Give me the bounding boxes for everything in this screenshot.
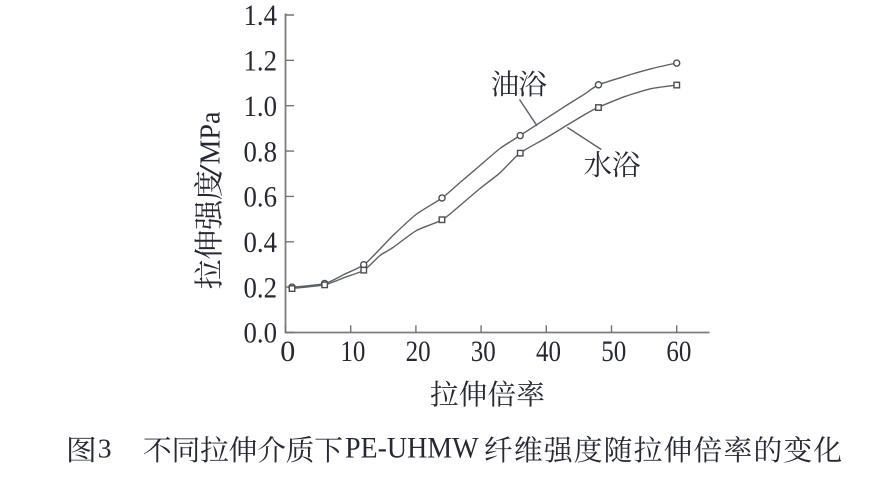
svg-text:0.8: 0.8 xyxy=(244,135,278,168)
svg-text:0.0: 0.0 xyxy=(244,317,278,350)
svg-text:0.2: 0.2 xyxy=(244,271,278,304)
svg-text:10: 10 xyxy=(340,335,365,368)
svg-text:0: 0 xyxy=(280,335,295,368)
svg-text:PE-UHMW: PE-UHMW xyxy=(345,431,479,464)
svg-text:/: / xyxy=(193,163,226,177)
svg-text:30: 30 xyxy=(471,335,496,368)
svg-text:MPa: MPa xyxy=(196,111,227,164)
svg-text:1.2: 1.2 xyxy=(244,45,278,78)
svg-text:20: 20 xyxy=(406,335,431,368)
svg-text:50: 50 xyxy=(601,335,626,368)
svg-text:0.4: 0.4 xyxy=(244,226,278,259)
svg-text:60: 60 xyxy=(666,335,691,368)
svg-text:3: 3 xyxy=(98,432,112,463)
svg-text:1.0: 1.0 xyxy=(244,90,278,123)
svg-text:0.6: 0.6 xyxy=(244,181,278,214)
svg-text:1.4: 1.4 xyxy=(244,0,278,32)
svg-text:40: 40 xyxy=(536,335,561,368)
